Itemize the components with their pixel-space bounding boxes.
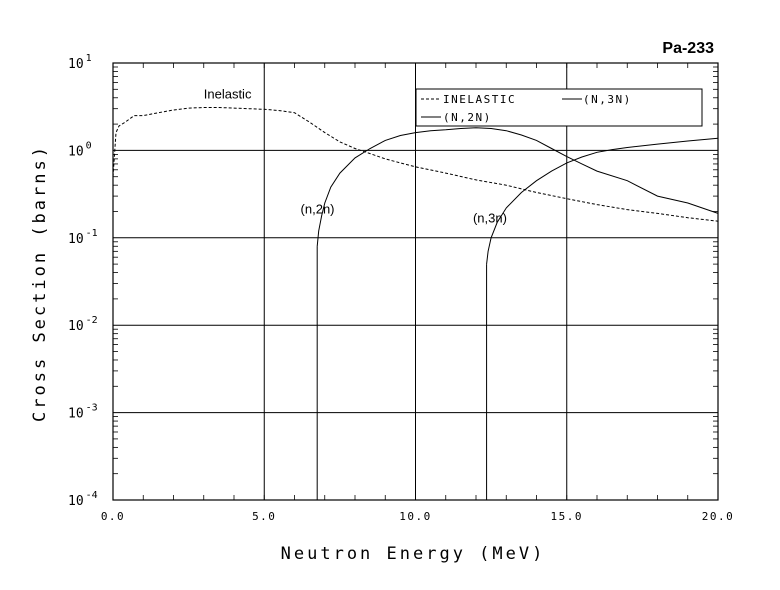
legend: INELASTIC (N,3N) (N,2N) [415, 88, 703, 127]
annotations: Inelastic (n,2n) (n,3n) [204, 87, 507, 226]
y-axis-label: Cross Section (barns) [30, 144, 50, 422]
y-tick-label: 10 0 [68, 140, 92, 159]
x-tick-label: 20.0 [702, 510, 735, 523]
x-tick-label: 15.0 [551, 510, 584, 523]
annotation-label: (n,3n) [473, 210, 507, 225]
series-line-n3n [486, 137, 719, 265]
series-layer [112, 107, 719, 500]
y-tick-label: 10 -4 [68, 490, 98, 509]
y-tick-label: 10 1 [68, 53, 92, 72]
legend-box [415, 88, 703, 127]
y-tick-label: 10 -1 [68, 228, 98, 247]
y-tick-label: 10 -3 [68, 403, 98, 422]
x-tick-label: 10.0 [399, 510, 432, 523]
series-line-inelastic [112, 107, 719, 222]
chart-title: Pa-233 [662, 40, 714, 57]
x-tick-labels: 0.0 5.0 10.0 15.0 20.0 [101, 510, 735, 523]
legend-label-n3n: (N,3N) [583, 93, 632, 106]
x-tick-label: 0.0 [101, 510, 125, 523]
grid-lines [113, 63, 718, 500]
series-line-n2n [316, 127, 719, 247]
annotation-label: (n,2n) [301, 201, 335, 216]
legend-label-inelastic: INELASTIC [443, 93, 516, 106]
x-tick-label: 5.0 [252, 510, 276, 523]
legend-label-n2n: (N,2N) [443, 111, 492, 124]
minor-ticks [112, 63, 719, 500]
y-tick-label: 10 -2 [68, 315, 98, 334]
x-axis-label: Neutron Energy (MeV) [281, 544, 546, 564]
annotation-label: Inelastic [204, 87, 252, 102]
